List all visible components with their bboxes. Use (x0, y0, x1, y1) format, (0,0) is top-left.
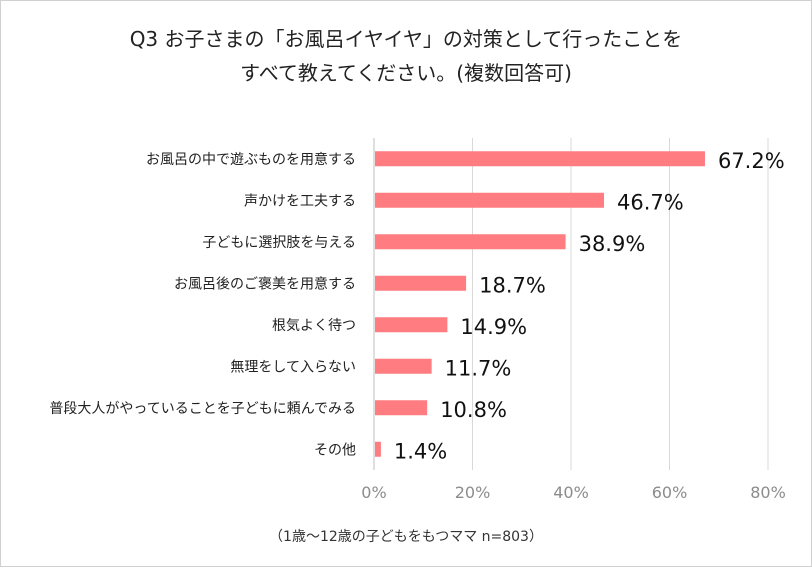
bar-7 (375, 441, 381, 457)
value-label-3: 18.7% (479, 273, 546, 297)
value-label-7: 1.4% (394, 439, 447, 463)
category-label-0: お風呂の中で遊ぶものを用意する (146, 151, 356, 168)
bar-2 (375, 234, 566, 250)
chart-title-line-2: すべて教えてください。(複数回答可) (240, 61, 572, 85)
category-label-1: 声かけを工夫する (244, 193, 356, 209)
chart-title-line-1: Q3 お子さまの「お風呂イヤイヤ」の対策として行ったことを (129, 27, 683, 51)
x-tick-label-0: 0% (361, 483, 386, 502)
category-label-5: 無理をして入らない (230, 359, 356, 375)
bar-6 (375, 400, 428, 416)
bar-3 (375, 275, 467, 291)
value-label-0: 67.2% (718, 149, 785, 173)
category-label-3: お風呂後のご褒美を用意する (174, 275, 356, 292)
value-label-4: 14.9% (460, 315, 527, 339)
category-label-6: 普段大人がやっていることを子どもに頼んでみる (49, 401, 356, 417)
value-label-5: 11.7% (445, 356, 512, 380)
x-tick-label-4: 80% (750, 483, 786, 502)
category-label-4: 根気よく待つ (272, 318, 356, 334)
x-tick-label-1: 20% (455, 483, 491, 502)
x-tick-label-2: 40% (553, 483, 589, 502)
bar-0 (375, 151, 705, 167)
chart-footnote: （1歳～12歳の子どもをもつママ n=803） (269, 529, 543, 545)
category-label-7: その他 (314, 442, 356, 458)
bar-5 (375, 358, 432, 374)
bar-1 (375, 192, 604, 208)
chart-title: Q3 お子さまの「お風呂イヤイヤ」の対策として行ったことを すべて教えてください… (0, 22, 812, 90)
category-label-2: 子どもに選択肢を与える (202, 235, 356, 251)
value-label-2: 38.9% (579, 232, 646, 256)
x-tick-label-3: 60% (652, 483, 688, 502)
bar-4 (375, 317, 448, 333)
value-label-6: 10.8% (440, 398, 507, 422)
value-label-1: 46.7% (617, 190, 684, 214)
